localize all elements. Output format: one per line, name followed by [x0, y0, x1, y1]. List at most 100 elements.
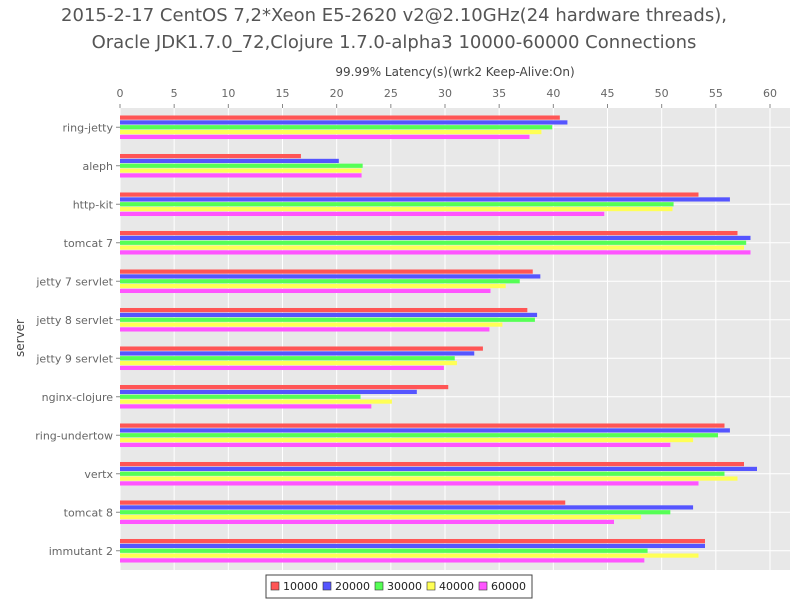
y-tick-label: vertx [84, 468, 113, 481]
legend-label: 60000 [491, 580, 526, 593]
bar-60000 [120, 442, 671, 448]
bar-10000 [120, 230, 738, 236]
x-tick-label: 0 [117, 87, 124, 100]
chart-title-line-1: 2015-2-17 CentOS 7,2*Xeon E5-2620 v2@2.1… [61, 5, 727, 26]
bar-40000 [120, 476, 738, 481]
bar-60000 [120, 288, 491, 294]
x-tick-label: 10 [221, 87, 235, 100]
y-tick-label: jetty 7 servlet [35, 275, 113, 288]
bar-10000 [120, 423, 725, 428]
bar-40000 [120, 129, 542, 135]
bar-40000 [120, 168, 362, 173]
bar-30000 [120, 510, 671, 515]
bar-60000 [120, 365, 444, 371]
bar-20000 [120, 235, 751, 241]
bar-20000 [120, 197, 730, 202]
bar-10000 [120, 538, 705, 544]
bar-40000 [120, 322, 503, 327]
y-tick-label: tomcat 8 [64, 506, 113, 519]
x-tick-label: 45 [601, 87, 615, 100]
bar-30000 [120, 125, 553, 130]
y-tick-label: nginx-clojure [42, 391, 114, 404]
bar-20000 [120, 312, 538, 318]
bar-10000 [120, 115, 560, 120]
y-tick-label: tomcat 7 [64, 237, 113, 250]
bar-10000 [120, 307, 528, 313]
x-axis-ticks: 0 5 10 15 20 25 30 35 40 45 50 55 60 [117, 87, 777, 108]
x-tick-label: 5 [171, 87, 178, 100]
legend-label: 30000 [387, 580, 422, 593]
bar-10000 [120, 153, 301, 159]
y-axis-title: server [13, 319, 27, 357]
bar-20000 [120, 505, 694, 510]
legend-label: 20000 [335, 580, 370, 593]
plot-background [120, 108, 790, 570]
bar-10000 [120, 461, 744, 467]
bar-20000 [120, 543, 705, 549]
bar-30000 [120, 394, 361, 399]
x-tick-label: 30 [438, 87, 452, 100]
bar-40000 [120, 553, 699, 558]
x-tick-label: 35 [492, 87, 506, 100]
bar-40000 [120, 437, 694, 443]
bar-30000 [120, 548, 648, 553]
bar-20000 [120, 274, 541, 279]
x-tick-label: 40 [546, 87, 560, 100]
legend-swatch [426, 581, 436, 591]
legend-swatch [322, 581, 332, 591]
bar-40000 [120, 206, 673, 212]
bar-40000 [120, 399, 392, 404]
legend: 10000 20000 30000 40000 60000 [265, 574, 533, 599]
bar-60000 [120, 250, 751, 255]
bar-60000 [120, 404, 372, 409]
x-axis-title: 99.99% Latency(s)(wrk2 Keep-Alive:On) [335, 65, 574, 79]
x-tick-label: 25 [384, 87, 398, 100]
bar-60000 [120, 519, 614, 525]
bar-10000 [120, 500, 566, 505]
bar-20000 [120, 351, 475, 356]
bar-30000 [120, 356, 455, 361]
legend-label: 10000 [283, 580, 318, 593]
bar-40000 [120, 245, 744, 250]
y-tick-label: aleph [82, 160, 113, 173]
bar-30000 [120, 317, 535, 322]
x-tick-label: 20 [330, 87, 344, 100]
bar-10000 [120, 192, 699, 197]
bar-20000 [120, 389, 417, 395]
chart-title-line-2: Oracle JDK1.7.0_72,Clojure 1.7.0-alpha3 … [92, 32, 697, 53]
legend-swatch [374, 581, 384, 591]
bar-60000 [120, 211, 605, 217]
bar-20000 [120, 428, 730, 433]
bar-40000 [120, 283, 506, 289]
x-tick-label: 50 [655, 87, 669, 100]
legend-swatch [270, 581, 280, 591]
bar-30000 [120, 433, 718, 438]
y-tick-label: immutant 2 [49, 545, 113, 558]
bar-20000 [120, 466, 757, 472]
x-tick-label: 15 [276, 87, 290, 100]
legend-box [265, 574, 533, 599]
x-tick-label: 60 [763, 87, 777, 100]
x-tick-label: 55 [709, 87, 723, 100]
bar-40000 [120, 360, 457, 366]
y-tick-label: jetty 9 servlet [35, 352, 113, 365]
bar-30000 [120, 163, 363, 168]
y-tick-label: ring-undertow [35, 429, 113, 442]
bars [120, 115, 757, 563]
bar-60000 [120, 173, 362, 178]
bar-60000 [120, 558, 645, 563]
y-tick-label: http-kit [73, 198, 114, 211]
bar-10000 [120, 269, 533, 274]
y-axis-ticks: ring-jetty aleph http-kit tomcat 7 jetty 7 s… [35, 121, 120, 558]
bar-20000 [120, 120, 568, 125]
bar-60000 [120, 134, 530, 140]
bar-30000 [120, 471, 725, 476]
bar-30000 [120, 279, 520, 284]
legend-swatch [478, 581, 488, 591]
bar-60000 [120, 327, 490, 332]
bar-30000 [120, 202, 674, 207]
legend-label: 40000 [439, 580, 474, 593]
y-tick-label: ring-jetty [63, 121, 114, 134]
bar-10000 [120, 346, 483, 351]
